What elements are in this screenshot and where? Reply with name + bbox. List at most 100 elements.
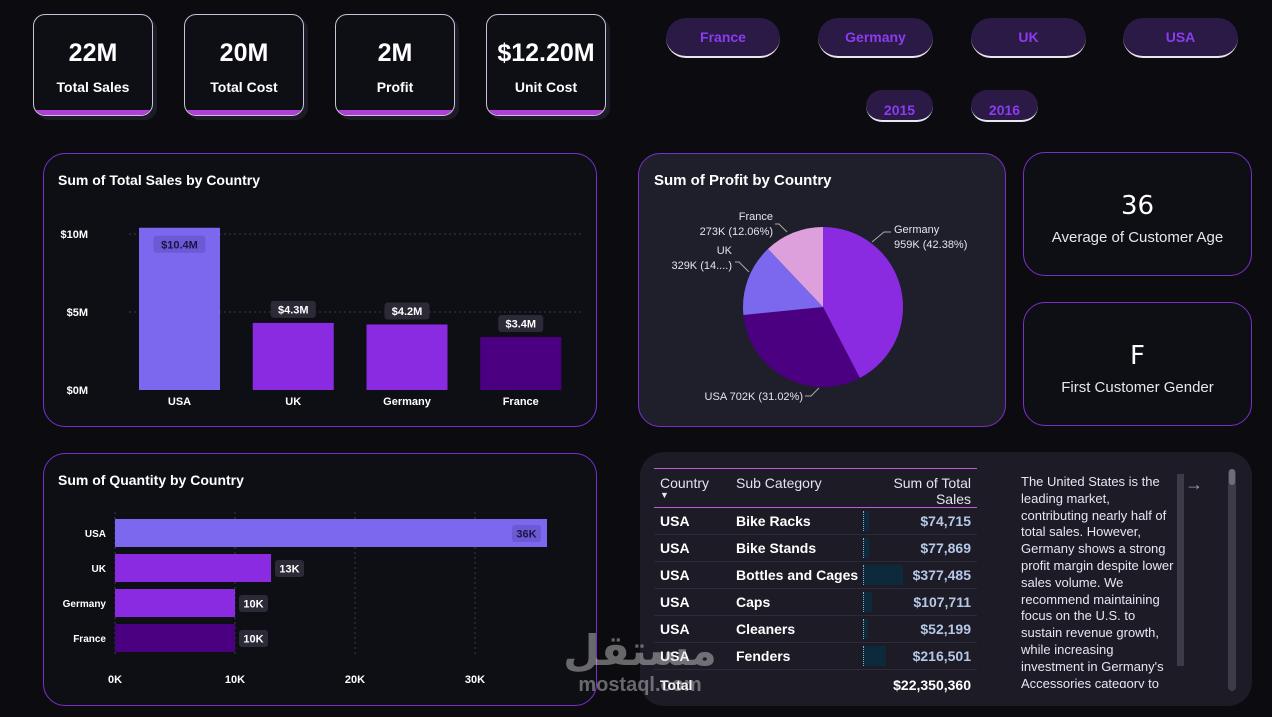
pie-slice-uk <box>743 248 823 316</box>
cell-value: $52,199 <box>920 621 971 637</box>
profit-pie-chart: Germany 959K (42.38%) USA 702K (31.02%) UK 3… <box>671 211 967 403</box>
slicer-usa[interactable]: USA <box>1123 18 1238 58</box>
data-label: 10K <box>243 599 263 611</box>
cell-data-bar <box>863 538 869 558</box>
narrative-scroll-track <box>1177 474 1184 666</box>
bar-france <box>480 336 562 390</box>
arrow-right-icon[interactable]: → <box>1185 474 1203 494</box>
x-tick-label: 0K <box>108 674 122 686</box>
sales-bar-chart: $0M $5M $10M $10.4M USA $4.3M UK $4.2M Germany $3… <box>60 227 584 408</box>
scrollbar-thumb[interactable] <box>1229 469 1235 485</box>
scrollbar[interactable] <box>1228 469 1236 691</box>
slice-label: UK <box>717 245 733 257</box>
bar-germany <box>115 589 235 617</box>
avg-age-card: 36 Average of Customer Age <box>1023 152 1252 276</box>
table-row[interactable]: USA Caps $107,711 <box>654 588 977 616</box>
data-label-bg <box>153 235 206 253</box>
column-header-country[interactable]: Country ▼ <box>654 468 736 508</box>
cell-total-sales: $377,485 <box>863 561 977 589</box>
kpi-accent-bar <box>34 110 152 115</box>
pie-slice-germany <box>823 227 903 378</box>
slicer-germany[interactable]: Germany <box>818 18 933 58</box>
cell-sub-category: Cleaners <box>736 615 863 643</box>
pie-slice-usa <box>743 307 860 387</box>
cell-country: USA <box>654 561 736 589</box>
pie-slice-france <box>768 227 823 307</box>
cell-country: USA <box>654 507 736 535</box>
slice-label: 959K (42.38%) <box>894 239 967 251</box>
bar-usa <box>139 227 220 390</box>
cell-total-sales: $77,869 <box>863 534 977 562</box>
y-tick-label: UK <box>92 564 107 575</box>
cell-sub-category: Bottles and Cages <box>736 561 863 589</box>
kpi-label: Profit <box>376 79 414 95</box>
x-tick-label: UK <box>285 396 301 408</box>
column-header-sub-category[interactable]: Sub Category <box>736 468 863 508</box>
bar-usa <box>115 519 547 547</box>
slice-label: 273K (12.06%) <box>700 226 773 238</box>
cell-data-bar <box>863 619 868 639</box>
data-label: $3.4M <box>505 318 536 330</box>
first-gender-label: First Customer Gender <box>1061 379 1214 396</box>
table-row[interactable]: USA Cleaners $52,199 <box>654 615 977 643</box>
avg-age-label: Average of Customer Age <box>1051 229 1224 246</box>
data-label-bg <box>239 595 268 612</box>
cell-value: $74,715 <box>920 513 971 529</box>
data-label: 36K <box>516 529 536 541</box>
slicer-france[interactable]: France <box>666 18 780 58</box>
chart-title: Sum of Profit by Country <box>654 172 832 189</box>
kpi-label: Total Cost <box>210 79 278 95</box>
y-tick-label: France <box>73 634 106 645</box>
y-tick-label: $10M <box>60 229 88 241</box>
slicer-2016[interactable]: 2016 <box>971 90 1038 122</box>
quantity-by-country-panel: Sum of Quantity by Country 0K 10K 20K 30K US… <box>43 453 597 706</box>
data-label: $4.2M <box>392 306 423 318</box>
cell-country: USA <box>654 615 736 643</box>
first-gender-card: F First Customer Gender <box>1023 302 1252 426</box>
bar-uk <box>115 554 271 582</box>
slice-label: USA 702K (31.02%) <box>705 391 803 403</box>
kpi-value: 22M <box>68 39 118 67</box>
sales-table: Country ▼ Sub Category Sum of Total Sale… <box>654 468 977 700</box>
table-row[interactable]: USA Fenders $216,501 <box>654 642 977 670</box>
data-label-bg <box>270 300 316 318</box>
data-label-bg <box>384 302 430 320</box>
watermark-logo: مستقل mostaql.com <box>555 628 725 706</box>
data-label-bg <box>512 525 541 542</box>
bar-uk <box>252 322 334 390</box>
kpi-total-sales: 22M Total Sales <box>33 14 153 116</box>
narrative-text: The United States is the leading market,… <box>1021 474 1174 688</box>
data-label: 10K <box>243 634 263 646</box>
bar-france <box>115 624 235 652</box>
table-row[interactable]: USA Bottles and Cages $377,485 <box>654 561 977 589</box>
cell-data-bar <box>863 511 869 531</box>
kpi-value: 2M <box>377 39 413 67</box>
y-tick-label: $0M <box>67 385 88 397</box>
chart-title: Sum of Quantity by Country <box>58 472 244 488</box>
quantity-bar-chart: 0K 10K 20K 30K USA 36K UK 13K Germany 10K France 10… <box>63 512 547 686</box>
cell-country: USA <box>654 534 736 562</box>
cell-sub-category: Caps <box>736 588 863 616</box>
slicer-2015[interactable]: 2015 <box>866 90 933 122</box>
data-label: 13K <box>279 564 299 576</box>
total-label: Total <box>654 669 736 700</box>
cell-sub-category: Bike Stands <box>736 534 863 562</box>
column-header-total-sales[interactable]: Sum of Total Sales <box>863 468 977 508</box>
slice-label: 329K (14....) <box>671 260 732 272</box>
header-label: Country <box>660 475 710 491</box>
first-gender-value: F <box>1130 341 1145 371</box>
cell-data-bar <box>863 592 873 612</box>
table-row[interactable]: USA Bike Stands $77,869 <box>654 534 977 562</box>
x-tick-label: France <box>503 396 539 408</box>
kpi-total-cost: 20M Total Cost <box>184 14 304 116</box>
watermark-arabic: مستقل <box>563 626 717 675</box>
cell-total-sales: $107,711 <box>863 588 977 616</box>
x-tick-label: 10K <box>225 674 245 686</box>
table-row[interactable]: USA Bike Racks $74,715 <box>654 507 977 535</box>
slicer-uk[interactable]: UK <box>971 18 1086 58</box>
cell-total-sales: $216,501 <box>863 642 977 670</box>
slice-label: France <box>739 211 773 223</box>
y-tick-label: Germany <box>63 599 107 610</box>
cell-value: $77,869 <box>920 540 971 556</box>
leader-line <box>871 231 891 243</box>
